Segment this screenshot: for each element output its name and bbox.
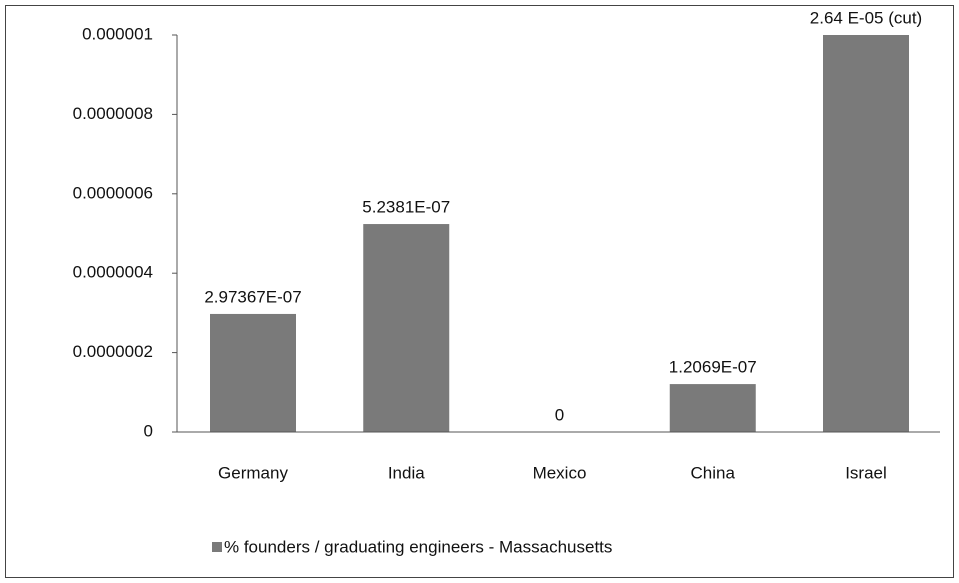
y-tick-label: 0.0000008 xyxy=(73,104,153,123)
chart-border xyxy=(5,5,954,578)
data-label: 2.97367E-07 xyxy=(204,287,301,306)
legend-label: % founders / graduating engineers - Mass… xyxy=(224,537,612,556)
y-tick-label: 0.0000002 xyxy=(73,342,153,361)
bar xyxy=(669,384,756,432)
plot-area xyxy=(210,35,909,432)
data-label: 0 xyxy=(555,405,564,424)
legend-swatch xyxy=(212,542,222,552)
y-tick-label: 0 xyxy=(144,421,153,440)
data-label: 5.2381E-07 xyxy=(362,198,450,217)
x-tick-label: India xyxy=(388,463,425,482)
data-label: 1.2069E-07 xyxy=(669,358,757,377)
x-tick-label: Israel xyxy=(845,463,887,482)
y-tick-label: 0.000001 xyxy=(82,24,153,43)
x-tick-label: Mexico xyxy=(533,463,587,482)
y-tick-label: 0.0000004 xyxy=(73,263,153,282)
bar xyxy=(823,35,909,432)
x-tick-label: Germany xyxy=(218,463,288,482)
bar xyxy=(210,313,296,432)
bar xyxy=(363,224,450,432)
data-label: 2.64 E-05 (cut) xyxy=(810,8,922,27)
x-tick-label: China xyxy=(691,463,736,482)
y-tick-label: 0.0000006 xyxy=(73,183,153,202)
